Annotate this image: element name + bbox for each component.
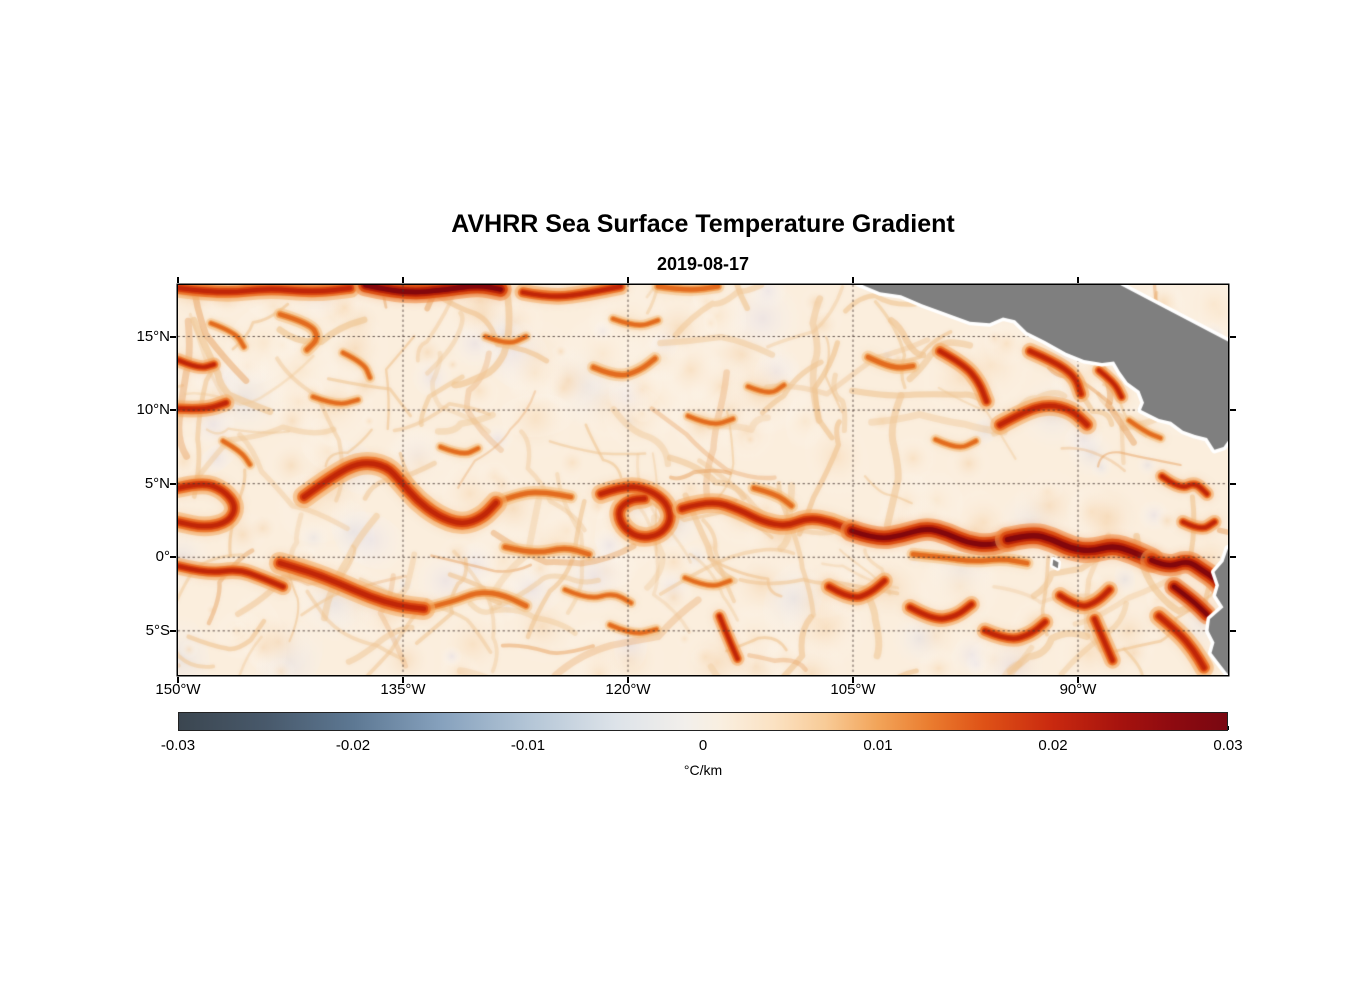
- x-tick-label: 105°W: [830, 681, 876, 698]
- x-tick-mark-bottom: [177, 677, 179, 683]
- y-tick-label: 5°S: [145, 621, 170, 639]
- colorbar-tick-label: -0.01: [510, 737, 546, 754]
- y-tick-mark-right: [1230, 335, 1236, 338]
- x-tick-mark-bottom: [1077, 677, 1079, 683]
- x-tick-mark-bottom: [627, 677, 629, 683]
- y-tick-label: 5°N: [144, 474, 170, 492]
- y-tick-mark-right: [1230, 556, 1236, 559]
- x-tick-label: 90°W: [1059, 681, 1097, 698]
- colorbar-tick-label: 0.02: [1038, 737, 1068, 754]
- x-tick-mark-top: [627, 277, 629, 283]
- y-tick-label: 10°N: [136, 401, 170, 419]
- x-tick-mark-top: [1077, 277, 1079, 283]
- x-tick-label: 135°W: [380, 681, 426, 698]
- colorbar-tick-mark: [1227, 726, 1229, 730]
- colorbar-units-label: °C/km: [683, 762, 723, 778]
- x-tick-label: 150°W: [155, 681, 201, 698]
- y-tick-mark-left: [170, 335, 176, 338]
- x-tick-mark-top: [852, 277, 854, 283]
- y-tick-mark-right: [1230, 482, 1236, 485]
- colorbar-tick-label: 0.03: [1213, 737, 1243, 754]
- colorbar-tick-label: 0.01: [863, 737, 893, 754]
- colorbar-tick-label: -0.03: [160, 737, 196, 754]
- y-tick-mark-right: [1230, 409, 1236, 412]
- chart-subtitle-date: 2019-08-17: [656, 254, 750, 274]
- y-tick-mark-left: [170, 556, 176, 559]
- sst-gradient-map-canvas: [178, 285, 1228, 675]
- x-tick-mark-bottom: [402, 677, 404, 683]
- y-tick-mark-left: [170, 629, 176, 632]
- y-tick-mark-left: [170, 482, 176, 485]
- x-tick-label: 120°W: [605, 681, 651, 698]
- y-tick-label: 15°N: [136, 327, 170, 345]
- y-tick-label: 0°: [155, 548, 170, 566]
- x-tick-mark-top: [177, 277, 179, 283]
- colorbar: [178, 712, 1228, 731]
- chart-title: AVHRR Sea Surface Temperature Gradient: [451, 210, 955, 238]
- x-tick-mark-bottom: [852, 677, 854, 683]
- y-tick-mark-left: [170, 409, 176, 412]
- colorbar-tick-label: -0.02: [335, 737, 371, 754]
- colorbar-tick-label: 0: [698, 737, 708, 754]
- map-plot-area: [178, 285, 1228, 675]
- x-tick-mark-top: [402, 277, 404, 283]
- y-tick-mark-right: [1230, 629, 1236, 632]
